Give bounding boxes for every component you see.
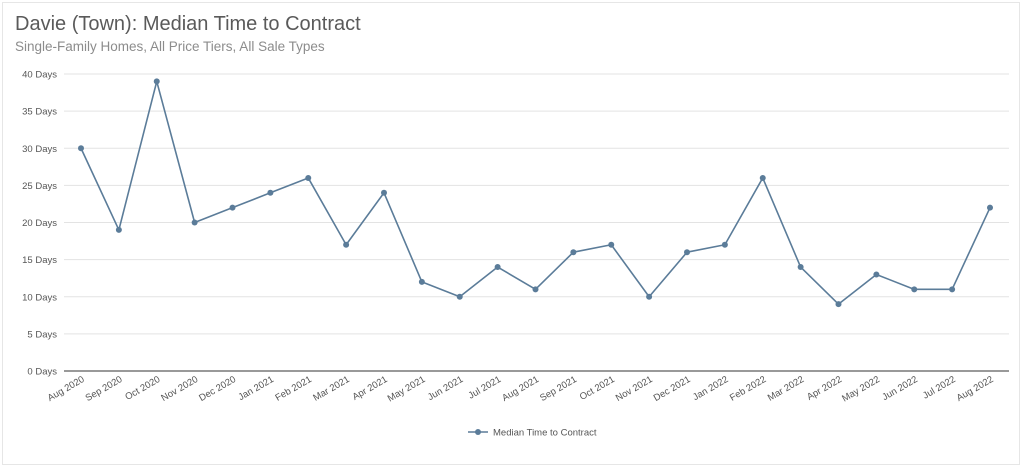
data-point[interactable]: [115, 226, 122, 233]
data-point[interactable]: [684, 249, 690, 256]
y-tick-label: 15 Days: [22, 255, 57, 266]
legend-label: Median Time to Contract: [493, 428, 597, 439]
series-line: [80, 80, 991, 305]
x-tick-label: Jul 2021: [467, 374, 504, 401]
y-tick-label: 20 Days: [22, 218, 57, 229]
data-point[interactable]: [873, 271, 880, 278]
data-point[interactable]: [191, 219, 198, 226]
x-tick-label: Aug 2021: [500, 374, 541, 404]
data-point[interactable]: [153, 78, 160, 85]
data-point[interactable]: [494, 264, 501, 271]
data-point[interactable]: [343, 241, 350, 248]
data-point[interactable]: [532, 286, 539, 293]
x-tick-label: May 2022: [840, 374, 882, 404]
data-point[interactable]: [456, 293, 463, 300]
x-tick-label: Aug 2020: [46, 374, 87, 404]
x-tick-label: Nov 2020: [159, 374, 200, 404]
data-point[interactable]: [418, 278, 425, 285]
x-tick-label: Feb 2022: [728, 374, 768, 404]
data-point[interactable]: [797, 264, 804, 271]
chart-subtitle: Single-Family Homes, All Price Tiers, Al…: [15, 39, 325, 54]
y-tick-label: 40 Days: [22, 70, 57, 81]
x-tick-label: Jan 2022: [691, 374, 730, 403]
data-point[interactable]: [646, 293, 653, 300]
data-point[interactable]: [835, 301, 842, 308]
x-tick-label: Mar 2022: [766, 374, 806, 404]
data-point[interactable]: [911, 286, 918, 293]
gridlines: [64, 73, 1009, 335]
y-tick-label: 25 Days: [22, 181, 57, 192]
y-tick-label: 10 Days: [22, 292, 57, 303]
data-point[interactable]: [305, 174, 312, 181]
x-tick-label: Feb 2021: [273, 374, 313, 404]
x-tick-label: Sep 2020: [84, 374, 125, 404]
x-tick-label: Nov 2021: [614, 374, 655, 404]
series-median-time-to-contract: [78, 78, 993, 308]
data-point[interactable]: [381, 189, 387, 196]
legend-marker: [475, 429, 481, 435]
data-point[interactable]: [229, 204, 236, 211]
y-tick-label: 30 Days: [22, 144, 57, 155]
data-point[interactable]: [759, 174, 766, 181]
legend: Median Time to Contract: [468, 428, 597, 439]
data-point[interactable]: [267, 189, 274, 196]
x-tick-label: Jun 2022: [880, 374, 919, 403]
x-tick-label: Jun 2021: [426, 374, 465, 403]
x-tick-label: Apr 2021: [351, 374, 390, 403]
data-point[interactable]: [721, 241, 728, 248]
x-tick-label: Mar 2021: [311, 374, 351, 404]
y-tick-label: 0 Days: [27, 367, 57, 378]
data-point[interactable]: [78, 145, 84, 152]
chart-title: Davie (Town): Median Time to Contract: [15, 13, 361, 35]
data-point[interactable]: [949, 286, 956, 293]
x-tick-label: Sep 2021: [538, 374, 579, 404]
x-tick-label: Jul 2022: [921, 374, 958, 401]
y-axis: 0 Days 5 Days 10 Days 15 Days 20 Days 25 Days…: [22, 70, 57, 378]
data-point[interactable]: [570, 249, 577, 256]
x-tick-label: Oct 2021: [578, 374, 617, 403]
x-tick-label: Dec 2021: [652, 374, 693, 404]
x-tick-label: Oct 2020: [123, 374, 162, 403]
x-tick-label: Apr 2022: [805, 374, 844, 403]
x-tick-label: Dec 2020: [197, 374, 238, 404]
data-point[interactable]: [987, 204, 993, 211]
x-tick-label: May 2021: [386, 374, 428, 404]
y-tick-label: 35 Days: [22, 107, 57, 118]
y-tick-label: 5 Days: [27, 329, 57, 340]
data-point[interactable]: [608, 241, 615, 248]
x-tick-label: Jan 2021: [237, 374, 276, 403]
x-tick-label: Aug 2022: [955, 374, 996, 404]
